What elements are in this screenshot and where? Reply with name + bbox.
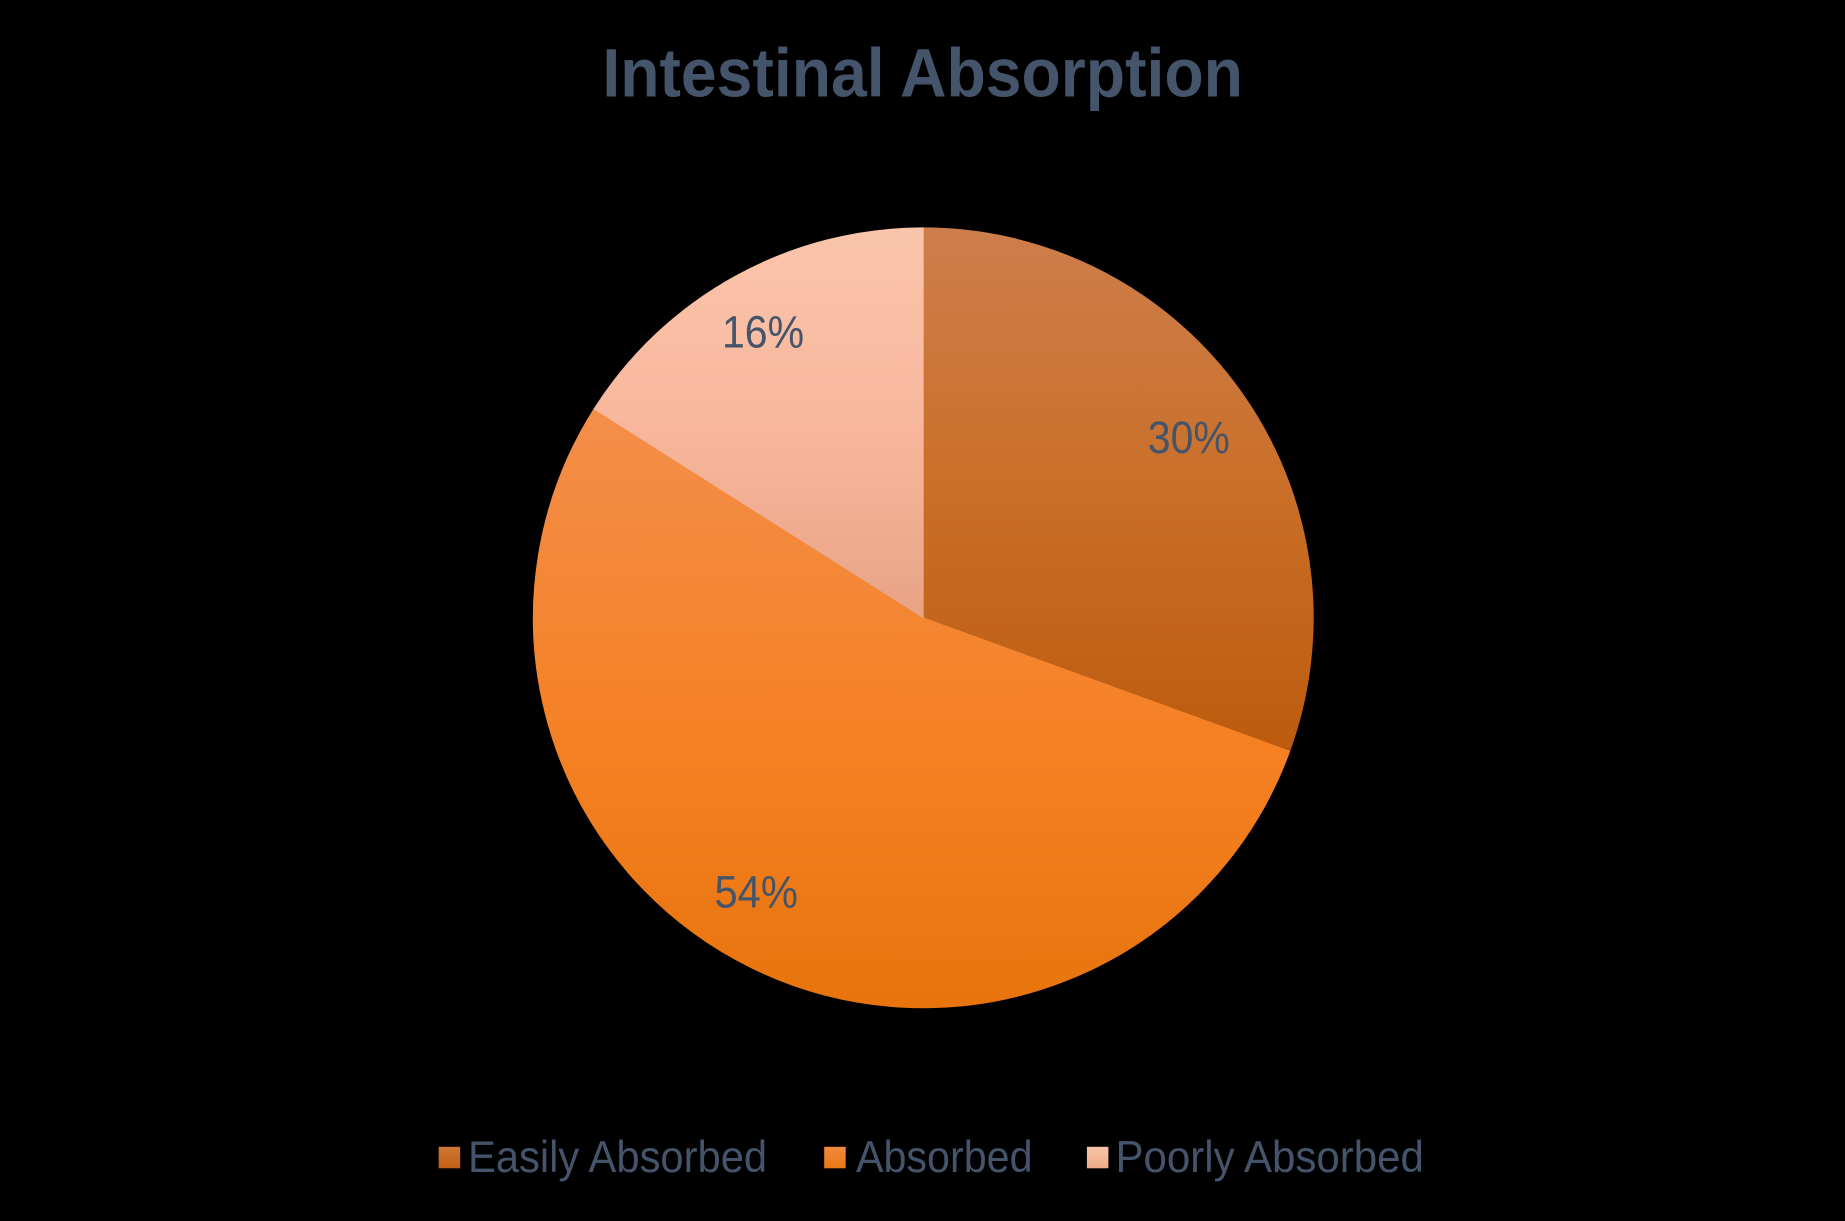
svg-text:Absorbed: Absorbed — [856, 1132, 1033, 1182]
svg-text:Poorly Absorbed: Poorly Absorbed — [1116, 1132, 1424, 1182]
svg-text:16%: 16% — [722, 307, 804, 358]
svg-text:30%: 30% — [1148, 412, 1230, 463]
svg-text:Intestinal Absorption: Intestinal Absorption — [602, 35, 1243, 112]
svg-text:54%: 54% — [715, 866, 798, 917]
svg-text:Easily Absorbed: Easily Absorbed — [468, 1132, 767, 1182]
